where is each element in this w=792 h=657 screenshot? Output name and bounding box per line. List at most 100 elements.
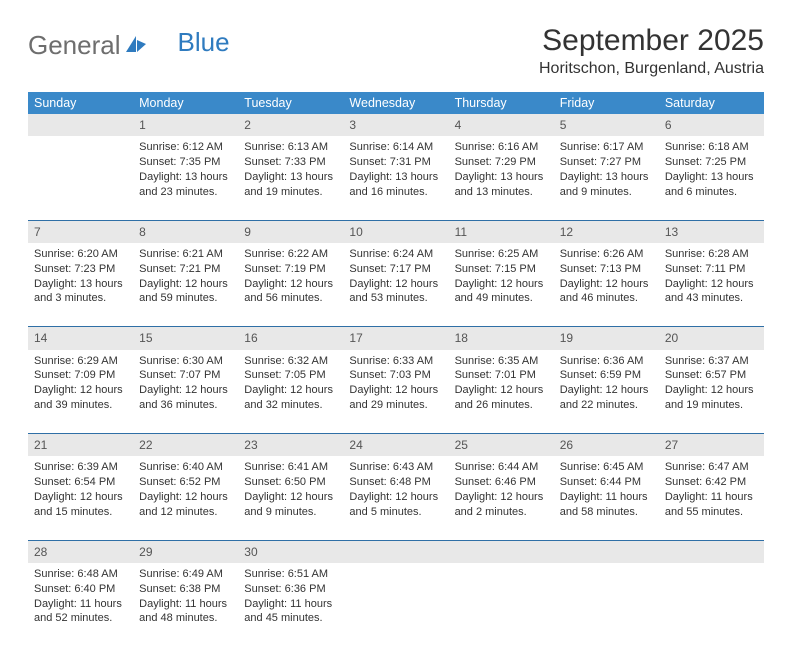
- day-number-cell: 16: [238, 327, 343, 350]
- day-cell-content: Sunrise: 6:18 AMSunset: 7:25 PMDaylight:…: [659, 136, 764, 205]
- daylight-line: Daylight: 13 hours and 3 minutes.: [34, 277, 127, 307]
- daylight-line: Daylight: 12 hours and 15 minutes.: [34, 490, 127, 520]
- daylight-line: Daylight: 12 hours and 2 minutes.: [455, 490, 548, 520]
- sunrise-line: Sunrise: 6:25 AM: [455, 247, 548, 262]
- day-cell: Sunrise: 6:13 AMSunset: 7:33 PMDaylight:…: [238, 136, 343, 220]
- day-cell: Sunrise: 6:41 AMSunset: 6:50 PMDaylight:…: [238, 456, 343, 540]
- daylight-line: Daylight: 12 hours and 9 minutes.: [244, 490, 337, 520]
- day-number-cell: 29: [133, 540, 238, 563]
- day-cell-content: Sunrise: 6:30 AMSunset: 7:07 PMDaylight:…: [133, 350, 238, 419]
- day-cell: Sunrise: 6:16 AMSunset: 7:29 PMDaylight:…: [449, 136, 554, 220]
- daylight-line: Daylight: 12 hours and 59 minutes.: [139, 277, 232, 307]
- day-cell: Sunrise: 6:51 AMSunset: 6:36 PMDaylight:…: [238, 563, 343, 647]
- day-cell: Sunrise: 6:39 AMSunset: 6:54 PMDaylight:…: [28, 456, 133, 540]
- sunrise-line: Sunrise: 6:30 AM: [139, 354, 232, 369]
- day-number-cell: 15: [133, 327, 238, 350]
- day-cell: Sunrise: 6:25 AMSunset: 7:15 PMDaylight:…: [449, 243, 554, 327]
- daylight-line: Daylight: 12 hours and 32 minutes.: [244, 383, 337, 413]
- day-number-cell: 4: [449, 114, 554, 136]
- sunrise-line: Sunrise: 6:29 AM: [34, 354, 127, 369]
- day-cell-content: Sunrise: 6:12 AMSunset: 7:35 PMDaylight:…: [133, 136, 238, 205]
- day-number-cell: 19: [554, 327, 659, 350]
- sunrise-line: Sunrise: 6:37 AM: [665, 354, 758, 369]
- daylight-line: Daylight: 13 hours and 9 minutes.: [560, 170, 653, 200]
- day-data-row: Sunrise: 6:12 AMSunset: 7:35 PMDaylight:…: [28, 136, 764, 220]
- sunset-line: Sunset: 7:21 PM: [139, 262, 232, 277]
- day-cell-content: Sunrise: 6:29 AMSunset: 7:09 PMDaylight:…: [28, 350, 133, 419]
- day-number-cell: 27: [659, 434, 764, 457]
- day-number-cell: 12: [554, 220, 659, 243]
- day-cell: [554, 563, 659, 647]
- daylight-line: Daylight: 12 hours and 5 minutes.: [349, 490, 442, 520]
- day-number-cell: 24: [343, 434, 448, 457]
- brand-part2: Blue: [178, 27, 230, 58]
- day-cell-content: Sunrise: 6:35 AMSunset: 7:01 PMDaylight:…: [449, 350, 554, 419]
- sunrise-line: Sunrise: 6:32 AM: [244, 354, 337, 369]
- sunrise-line: Sunrise: 6:21 AM: [139, 247, 232, 262]
- title-block: September 2025 Horitschon, Burgenland, A…: [539, 24, 764, 78]
- daylight-line: Daylight: 12 hours and 46 minutes.: [560, 277, 653, 307]
- sunset-line: Sunset: 6:57 PM: [665, 368, 758, 383]
- day-number-cell: 28: [28, 540, 133, 563]
- day-cell-content: Sunrise: 6:40 AMSunset: 6:52 PMDaylight:…: [133, 456, 238, 525]
- brand-part1: General: [28, 30, 121, 61]
- day-cell: Sunrise: 6:22 AMSunset: 7:19 PMDaylight:…: [238, 243, 343, 327]
- sunrise-line: Sunrise: 6:33 AM: [349, 354, 442, 369]
- sunset-line: Sunset: 7:13 PM: [560, 262, 653, 277]
- day-number-cell: 3: [343, 114, 448, 136]
- day-number-cell: 11: [449, 220, 554, 243]
- day-cell-content: Sunrise: 6:49 AMSunset: 6:38 PMDaylight:…: [133, 563, 238, 632]
- weekday-header-row: Sunday Monday Tuesday Wednesday Thursday…: [28, 92, 764, 114]
- day-cell-content: Sunrise: 6:25 AMSunset: 7:15 PMDaylight:…: [449, 243, 554, 312]
- sunrise-line: Sunrise: 6:44 AM: [455, 460, 548, 475]
- sunrise-line: Sunrise: 6:39 AM: [34, 460, 127, 475]
- daylight-line: Daylight: 12 hours and 56 minutes.: [244, 277, 337, 307]
- sunrise-line: Sunrise: 6:14 AM: [349, 140, 442, 155]
- sunset-line: Sunset: 6:59 PM: [560, 368, 653, 383]
- day-cell: Sunrise: 6:32 AMSunset: 7:05 PMDaylight:…: [238, 350, 343, 434]
- sunrise-line: Sunrise: 6:26 AM: [560, 247, 653, 262]
- day-data-row: Sunrise: 6:39 AMSunset: 6:54 PMDaylight:…: [28, 456, 764, 540]
- daylight-line: Daylight: 12 hours and 12 minutes.: [139, 490, 232, 520]
- day-cell-content: Sunrise: 6:36 AMSunset: 6:59 PMDaylight:…: [554, 350, 659, 419]
- day-cell: Sunrise: 6:37 AMSunset: 6:57 PMDaylight:…: [659, 350, 764, 434]
- daylight-line: Daylight: 12 hours and 29 minutes.: [349, 383, 442, 413]
- sunset-line: Sunset: 6:46 PM: [455, 475, 548, 490]
- day-number-cell: [554, 540, 659, 563]
- day-number-cell: [659, 540, 764, 563]
- day-cell-content: Sunrise: 6:48 AMSunset: 6:40 PMDaylight:…: [28, 563, 133, 632]
- daylight-line: Daylight: 11 hours and 55 minutes.: [665, 490, 758, 520]
- sunset-line: Sunset: 7:25 PM: [665, 155, 758, 170]
- day-number-cell: 17: [343, 327, 448, 350]
- weekday-header: Monday: [133, 92, 238, 114]
- day-number-row: 21222324252627: [28, 434, 764, 457]
- sunrise-line: Sunrise: 6:24 AM: [349, 247, 442, 262]
- sunset-line: Sunset: 7:19 PM: [244, 262, 337, 277]
- day-number-cell: 25: [449, 434, 554, 457]
- sunset-line: Sunset: 7:01 PM: [455, 368, 548, 383]
- daylight-line: Daylight: 12 hours and 36 minutes.: [139, 383, 232, 413]
- day-number-cell: 18: [449, 327, 554, 350]
- day-cell: [28, 136, 133, 220]
- day-number-cell: [449, 540, 554, 563]
- day-cell-content: Sunrise: 6:24 AMSunset: 7:17 PMDaylight:…: [343, 243, 448, 312]
- day-cell: Sunrise: 6:43 AMSunset: 6:48 PMDaylight:…: [343, 456, 448, 540]
- sunrise-line: Sunrise: 6:35 AM: [455, 354, 548, 369]
- day-number-cell: [28, 114, 133, 136]
- day-number-cell: 21: [28, 434, 133, 457]
- day-number-cell: 22: [133, 434, 238, 457]
- sunset-line: Sunset: 7:15 PM: [455, 262, 548, 277]
- daylight-line: Daylight: 13 hours and 13 minutes.: [455, 170, 548, 200]
- sunset-line: Sunset: 6:36 PM: [244, 582, 337, 597]
- daylight-line: Daylight: 11 hours and 45 minutes.: [244, 597, 337, 627]
- sunset-line: Sunset: 7:35 PM: [139, 155, 232, 170]
- day-cell-content: Sunrise: 6:39 AMSunset: 6:54 PMDaylight:…: [28, 456, 133, 525]
- day-number-cell: 9: [238, 220, 343, 243]
- day-cell: Sunrise: 6:40 AMSunset: 6:52 PMDaylight:…: [133, 456, 238, 540]
- location-label: Horitschon, Burgenland, Austria: [539, 60, 764, 78]
- day-number-cell: 1: [133, 114, 238, 136]
- day-cell: [343, 563, 448, 647]
- daylight-line: Daylight: 11 hours and 52 minutes.: [34, 597, 127, 627]
- daylight-line: Daylight: 11 hours and 48 minutes.: [139, 597, 232, 627]
- sunset-line: Sunset: 6:38 PM: [139, 582, 232, 597]
